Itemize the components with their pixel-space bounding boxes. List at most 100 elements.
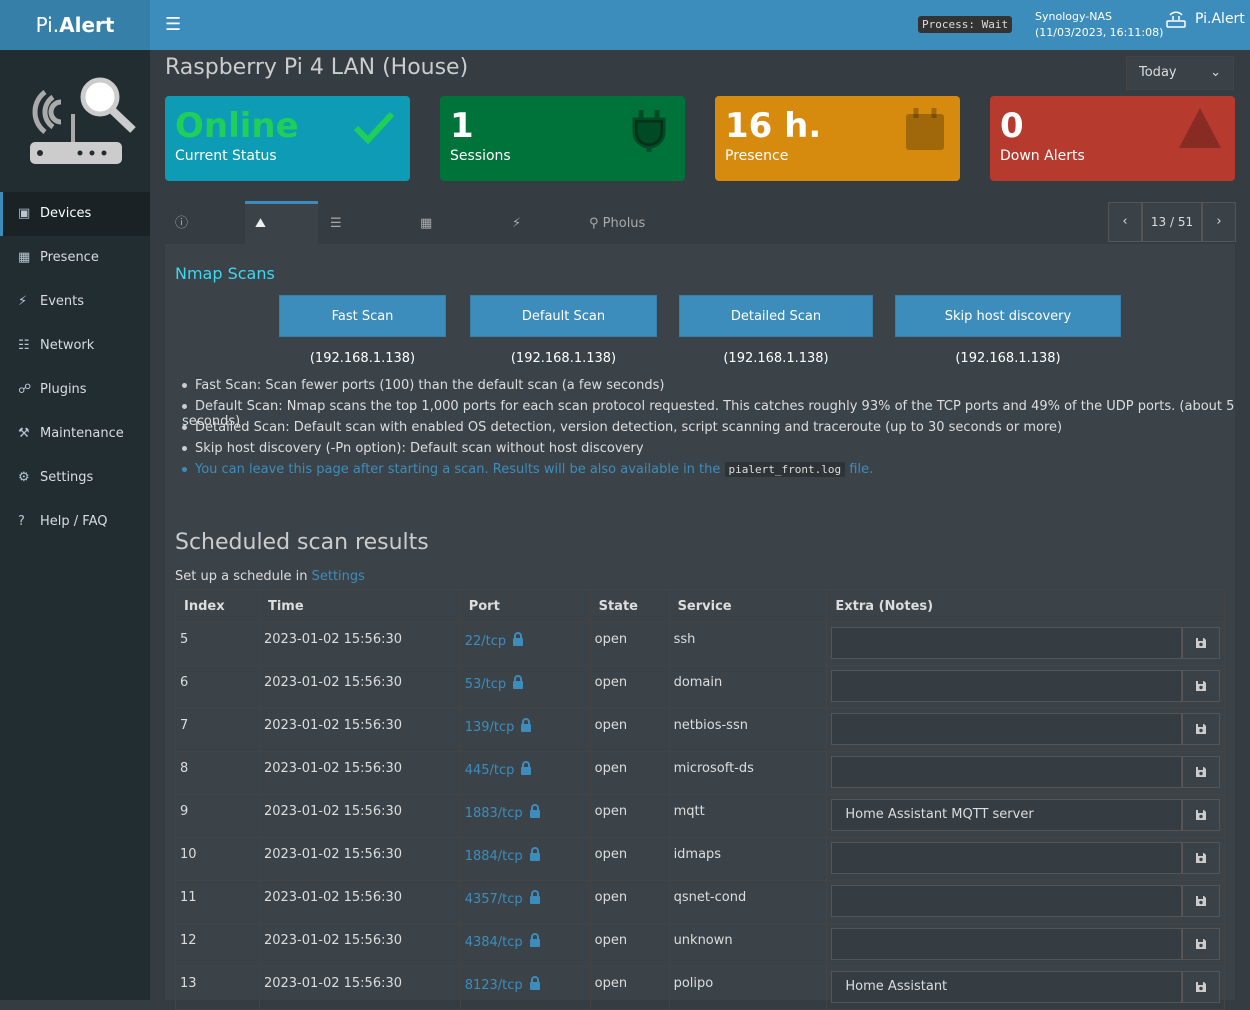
lock-icon bbox=[514, 718, 532, 735]
lock-icon bbox=[523, 890, 541, 907]
port-link[interactable]: 1884/tcp bbox=[464, 849, 523, 864]
lock-icon bbox=[523, 976, 541, 993]
notes-group bbox=[831, 756, 1220, 788]
nav-item[interactable]: ? Help / FAQ bbox=[0, 500, 150, 544]
notes-input[interactable] bbox=[831, 670, 1182, 702]
state-cell: open bbox=[589, 837, 670, 881]
tab[interactable]: ☰ Sessions bbox=[320, 201, 408, 277]
port-link[interactable]: 22/tcp bbox=[464, 634, 507, 649]
notes-input[interactable] bbox=[831, 885, 1182, 917]
port-link[interactable]: 4384/tcp bbox=[464, 935, 523, 950]
notes-input[interactable] bbox=[831, 627, 1182, 659]
port-link[interactable]: 53/tcp bbox=[464, 677, 507, 692]
scan-button[interactable]: Default Scan (192.168.1.138) bbox=[470, 295, 657, 366]
save-button[interactable] bbox=[1182, 928, 1220, 960]
brand-light: Pi. bbox=[35, 13, 60, 37]
nav-item[interactable]: ⚒ Maintenance bbox=[0, 412, 150, 456]
host-name: Synology-NAS bbox=[1035, 10, 1112, 23]
notes-cell bbox=[826, 837, 1225, 881]
router-logo bbox=[30, 77, 136, 164]
tab[interactable]: ⛰ Nmap bbox=[245, 201, 318, 271]
brand-logo[interactable]: Pi.Alert bbox=[0, 0, 150, 50]
port-cell: 53/tcp bbox=[459, 665, 591, 709]
tab[interactable]: ⚲ Pholus bbox=[579, 201, 659, 245]
notes-cell: Home Assistant MQTT server bbox=[826, 794, 1225, 838]
notes-group: Home Assistant MQTT server bbox=[831, 799, 1220, 831]
save-button[interactable] bbox=[1182, 627, 1220, 659]
nav-icon: ☷ bbox=[18, 338, 30, 353]
time-cell: 2023-01-02 15:56:30 bbox=[258, 708, 461, 752]
save-button[interactable] bbox=[1182, 885, 1220, 917]
port-cell: 4357/tcp bbox=[459, 880, 591, 924]
card-label: Presence bbox=[725, 148, 789, 164]
port-link[interactable]: 139/tcp bbox=[464, 720, 515, 735]
state-cell: open bbox=[589, 665, 670, 709]
notes-group bbox=[831, 928, 1220, 960]
service-cell: unknown bbox=[668, 923, 828, 967]
card-value: 16 h. bbox=[725, 106, 822, 146]
service-cell: domain bbox=[668, 665, 828, 709]
notes-input[interactable] bbox=[831, 756, 1182, 788]
lock-icon bbox=[506, 675, 524, 692]
column-header: Extra (Notes) bbox=[826, 589, 1225, 623]
status-card: 1 Sessions bbox=[440, 96, 685, 181]
column-header: Service bbox=[668, 589, 828, 623]
scan-button[interactable]: Fast Scan (192.168.1.138) bbox=[279, 295, 446, 366]
port-link[interactable]: 1883/tcp bbox=[464, 806, 523, 821]
service-cell: microsoft-ds bbox=[668, 751, 828, 795]
sidebar-toggle[interactable]: ☰ bbox=[165, 14, 182, 35]
tab[interactable]: ▦ Presence bbox=[410, 201, 500, 277]
notes-input[interactable]: Home Assistant bbox=[831, 971, 1182, 1003]
column-header: Port bbox=[459, 589, 591, 623]
port-link[interactable]: 445/tcp bbox=[464, 763, 515, 778]
time-cell: 2023-01-02 15:56:30 bbox=[258, 751, 461, 795]
notes-input[interactable] bbox=[831, 713, 1182, 745]
notes-cell bbox=[826, 880, 1225, 924]
save-button[interactable] bbox=[1182, 971, 1220, 1003]
state-cell: open bbox=[589, 794, 670, 838]
notes-cell bbox=[826, 665, 1225, 709]
save-button[interactable] bbox=[1182, 713, 1220, 745]
service-cell: mqtt bbox=[668, 794, 828, 838]
table-row: 8 2023-01-02 15:56:30 445/tcp open microsoft… bbox=[175, 751, 1225, 795]
save-button[interactable] bbox=[1182, 756, 1220, 788]
port-link[interactable]: 4357/tcp bbox=[464, 892, 523, 907]
notes-group bbox=[831, 627, 1220, 659]
save-button[interactable] bbox=[1182, 670, 1220, 702]
nav-label: Help / FAQ bbox=[40, 514, 108, 529]
nav-item[interactable]: ☷ Network bbox=[0, 324, 150, 368]
nav-item[interactable]: ⚡ Events bbox=[0, 280, 150, 324]
notes-input[interactable] bbox=[831, 928, 1182, 960]
port-cell: 1884/tcp bbox=[459, 837, 591, 881]
nav-item[interactable]: ▦ Presence bbox=[0, 236, 150, 280]
scan-button[interactable]: Skip host discovery (192.168.1.138) bbox=[895, 295, 1121, 366]
notes-input[interactable] bbox=[831, 842, 1182, 874]
prev-button[interactable]: ‹ bbox=[1108, 202, 1142, 242]
scan-button[interactable]: Detailed Scan (192.168.1.138) bbox=[679, 295, 873, 366]
next-button[interactable]: › bbox=[1202, 202, 1236, 242]
notes-input[interactable]: Home Assistant MQTT server bbox=[831, 799, 1182, 831]
period-select[interactable]: Today ⌄ bbox=[1126, 56, 1234, 90]
device-pager: ‹ 13 / 51 › bbox=[1108, 202, 1236, 242]
nav-item[interactable]: ☍ Plugins bbox=[0, 368, 150, 412]
log-file: pialert_front.log bbox=[724, 462, 846, 477]
tab[interactable]: ⓘ Details bbox=[165, 201, 245, 277]
time-cell: 2023-01-02 15:56:30 bbox=[258, 665, 461, 709]
time-cell: 2023-01-02 15:56:30 bbox=[258, 622, 461, 666]
nav-item[interactable]: ⚙ Settings bbox=[0, 456, 150, 500]
lock-icon bbox=[523, 804, 541, 821]
user-menu[interactable]: Pi.Alert bbox=[1165, 10, 1245, 28]
nav-item[interactable]: ▣ Devices bbox=[0, 192, 150, 236]
index-cell: 8 bbox=[175, 751, 260, 795]
service-cell: polipo bbox=[668, 966, 828, 1010]
tab-icon: ▦ bbox=[420, 216, 433, 231]
save-button[interactable] bbox=[1182, 799, 1220, 831]
settings-link[interactable]: Settings bbox=[311, 569, 365, 584]
save-button[interactable] bbox=[1182, 842, 1220, 874]
port-link[interactable]: 8123/tcp bbox=[464, 978, 523, 993]
notes-group bbox=[831, 885, 1220, 917]
card-value: 1 bbox=[450, 106, 474, 146]
tab[interactable]: ⚡ Events bbox=[502, 201, 577, 277]
scan-note: Skip host discovery (-Pn option): Defaul… bbox=[182, 441, 644, 456]
time-cell: 2023-01-02 15:56:30 bbox=[258, 923, 461, 967]
